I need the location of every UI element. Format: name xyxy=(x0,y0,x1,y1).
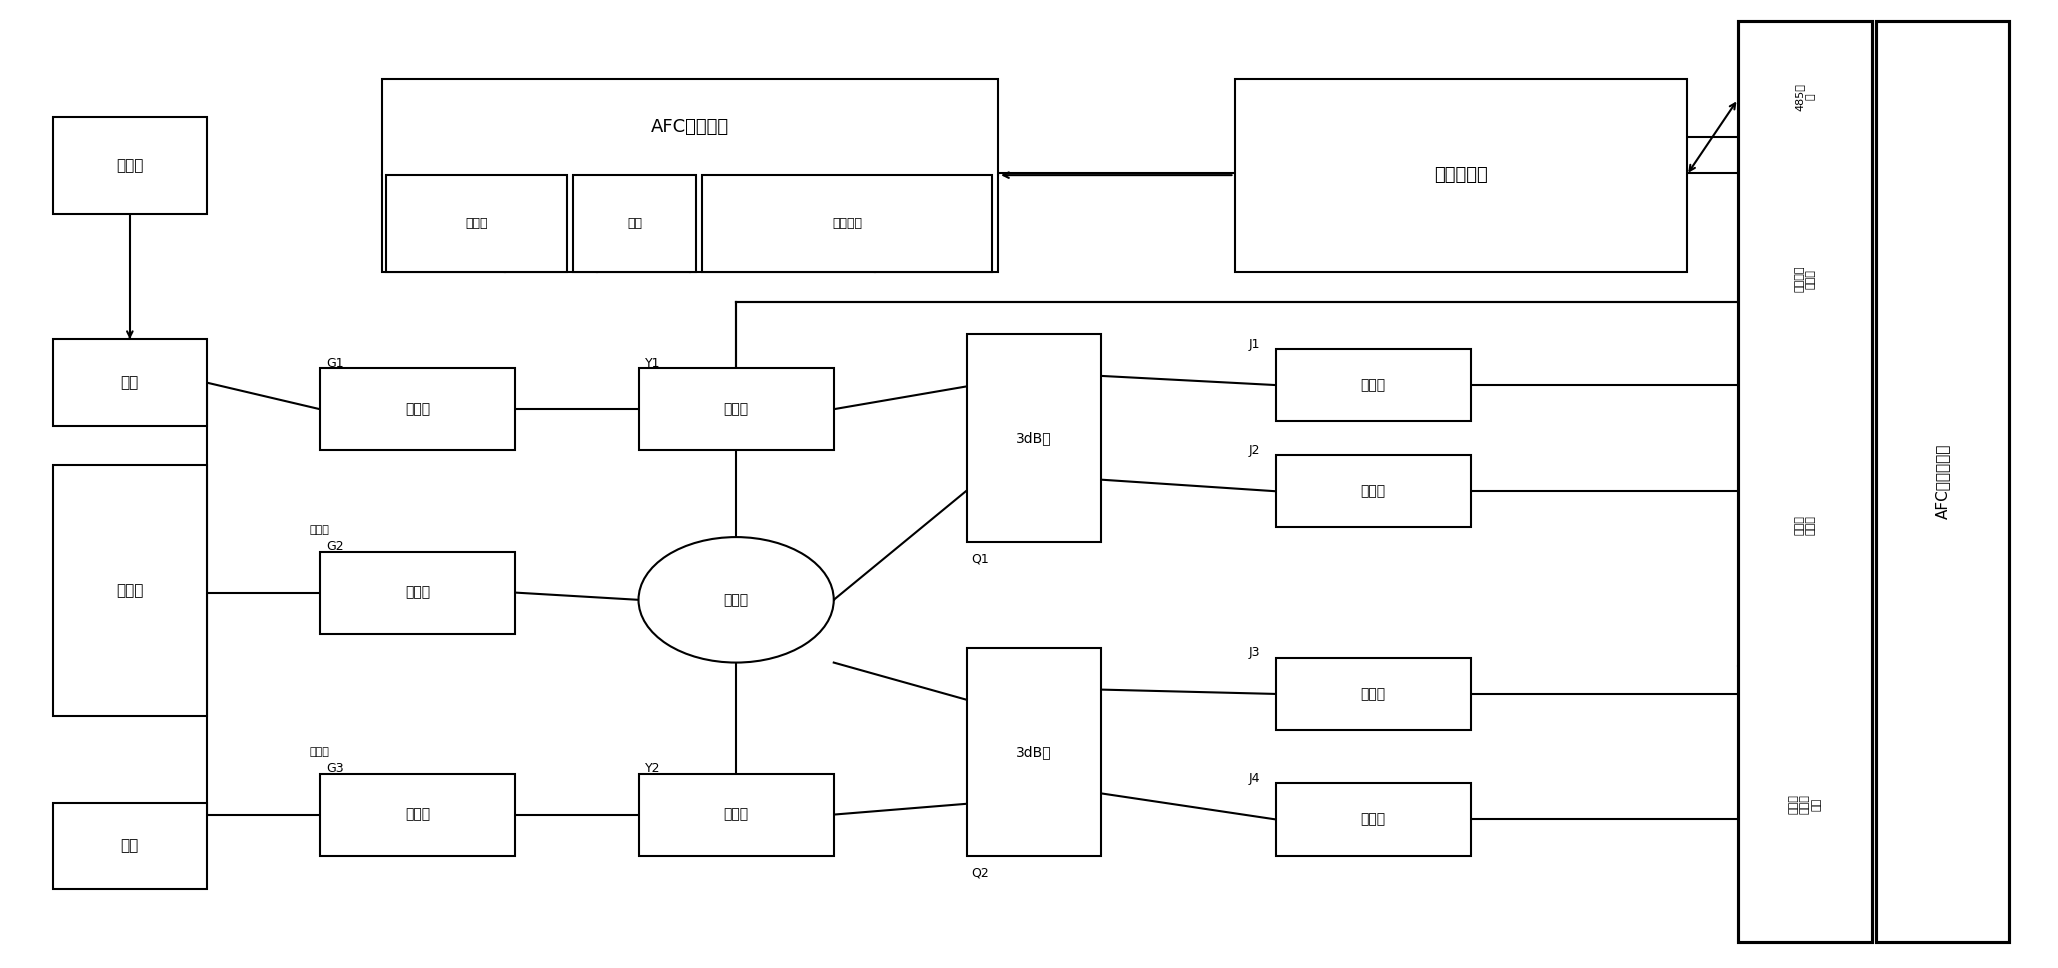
Text: 检波器
相位计
电压: 检波器 相位计 电压 xyxy=(1788,795,1821,814)
Bar xyxy=(572,175,696,272)
Text: 加速管: 加速管 xyxy=(115,583,144,597)
Text: 移相器: 移相器 xyxy=(724,807,749,822)
Text: G1: G1 xyxy=(325,357,344,370)
Text: AFC调谐机构: AFC调谐机构 xyxy=(650,118,729,136)
Text: 功分器: 功分器 xyxy=(405,807,430,822)
Bar xyxy=(638,368,833,450)
Text: J1: J1 xyxy=(1249,338,1259,350)
Text: G2: G2 xyxy=(325,540,344,554)
Bar xyxy=(1276,783,1471,856)
Text: 位置反馈: 位置反馈 xyxy=(831,217,862,229)
Bar xyxy=(385,175,566,272)
Text: J4: J4 xyxy=(1249,771,1259,785)
Bar xyxy=(967,334,1101,542)
Text: 観測点: 観測点 xyxy=(309,526,329,535)
Text: 485接
口: 485接 口 xyxy=(1795,83,1815,110)
Text: 主控计算机: 主控计算机 xyxy=(1434,166,1488,184)
Text: G3: G3 xyxy=(325,762,344,775)
Text: 功分器: 功分器 xyxy=(405,586,430,599)
Text: J2: J2 xyxy=(1249,443,1259,457)
Text: 3dB桥: 3dB桥 xyxy=(1017,744,1052,759)
Bar xyxy=(638,773,833,856)
Text: 出口: 出口 xyxy=(121,838,140,854)
Bar xyxy=(1276,657,1471,730)
Text: 检波器: 检波器 xyxy=(1360,484,1385,499)
Bar xyxy=(54,339,208,426)
Bar xyxy=(319,773,514,856)
Bar xyxy=(1875,20,2009,943)
Text: Q2: Q2 xyxy=(971,866,990,880)
Text: 谐振腔: 谐振腔 xyxy=(724,592,749,607)
Text: 检波器: 检波器 xyxy=(1360,378,1385,392)
Text: 3dB桥: 3dB桥 xyxy=(1017,431,1052,445)
Text: 减速箱: 减速箱 xyxy=(465,217,488,229)
Text: 入口: 入口 xyxy=(121,376,140,390)
Text: 磁控管: 磁控管 xyxy=(115,158,144,173)
Bar xyxy=(1235,78,1688,272)
Text: 电机: 电机 xyxy=(628,217,642,229)
Bar xyxy=(54,465,208,715)
Text: 観測点: 観測点 xyxy=(309,747,329,757)
Bar xyxy=(319,552,514,634)
Text: 检波器: 检波器 xyxy=(1360,812,1385,827)
Ellipse shape xyxy=(638,537,833,662)
Text: Y1: Y1 xyxy=(644,357,661,370)
Text: 检波器: 检波器 xyxy=(1360,687,1385,701)
Bar xyxy=(54,802,208,890)
Bar xyxy=(1739,20,1871,943)
Text: 移相器: 移相器 xyxy=(724,402,749,416)
Bar xyxy=(1276,455,1471,528)
Bar xyxy=(967,649,1101,856)
Text: 功分器: 功分器 xyxy=(405,402,430,416)
Text: 移相器
控制卡: 移相器 控制卡 xyxy=(1795,515,1815,535)
Bar xyxy=(319,368,514,450)
Text: Q1: Q1 xyxy=(971,553,990,565)
Bar xyxy=(54,117,208,214)
Bar xyxy=(381,78,998,272)
Text: 电机驱动
控制器: 电机驱动 控制器 xyxy=(1795,265,1815,292)
Bar xyxy=(1276,348,1471,421)
Text: Y2: Y2 xyxy=(644,762,661,775)
Bar xyxy=(702,175,992,272)
Text: J3: J3 xyxy=(1249,647,1259,659)
Text: AFC控制电路板: AFC控制电路板 xyxy=(1935,444,1951,519)
